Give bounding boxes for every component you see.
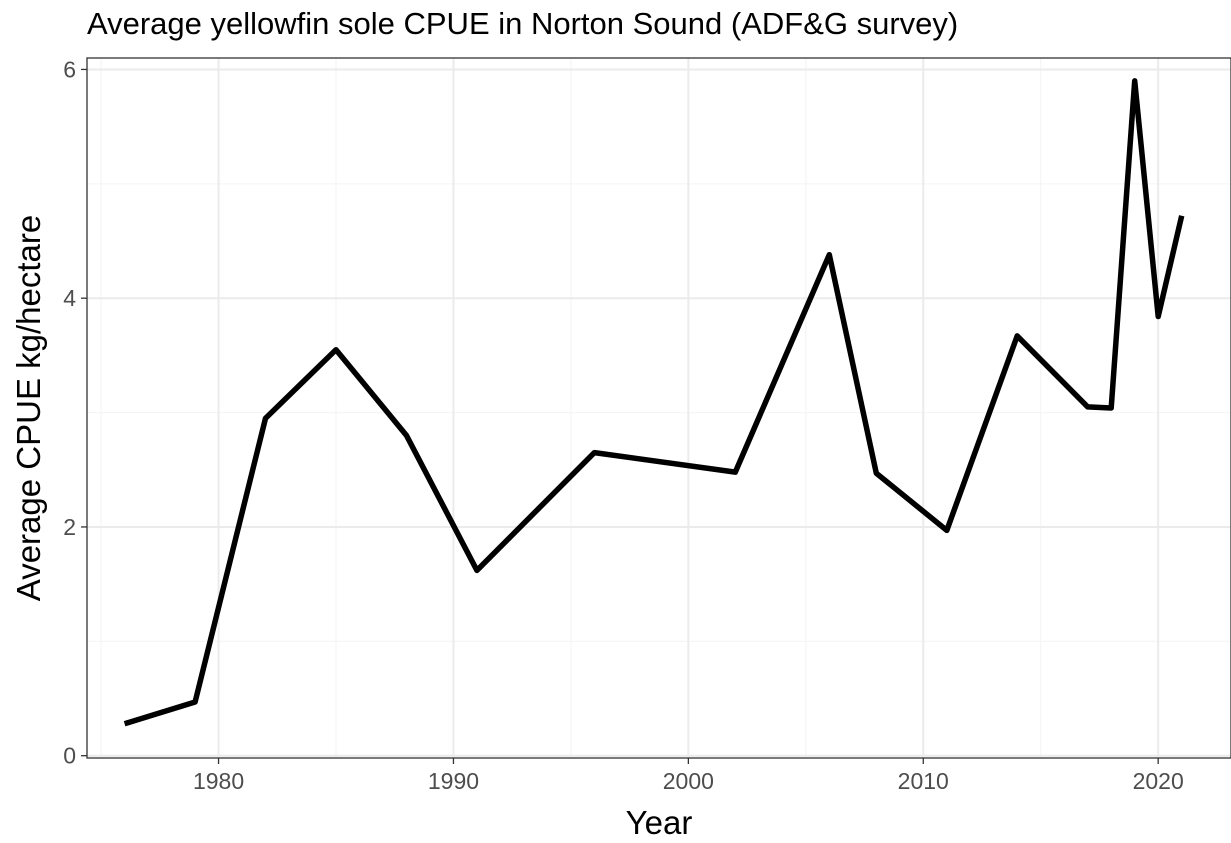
y-tick-label: 6 (63, 56, 76, 82)
x-axis: 1980 1990 2000 2010 2020 (193, 758, 1184, 794)
y-axis-title: Average CPUE kg/hectare (10, 215, 47, 601)
series-line (123, 78, 1185, 727)
panel-border (86, 57, 1231, 759)
y-axis: 0 2 4 6 (63, 56, 87, 769)
x-tick-label: 2020 (1133, 768, 1184, 794)
x-axis-title: Year (626, 804, 693, 841)
minor-gridlines (87, 58, 1231, 758)
series-layer (123, 78, 1185, 727)
x-tick-label: 1990 (428, 768, 479, 794)
x-tick-label: 1980 (193, 768, 244, 794)
x-tick-label: 2000 (663, 768, 714, 794)
chart-title: Average yellowfin sole CPUE in Norton So… (87, 6, 958, 41)
x-tick-label: 2010 (898, 768, 949, 794)
y-tick-label: 2 (63, 514, 76, 540)
y-tick-label: 0 (63, 743, 76, 769)
y-tick-label: 4 (63, 285, 76, 311)
major-gridlines (87, 58, 1231, 758)
